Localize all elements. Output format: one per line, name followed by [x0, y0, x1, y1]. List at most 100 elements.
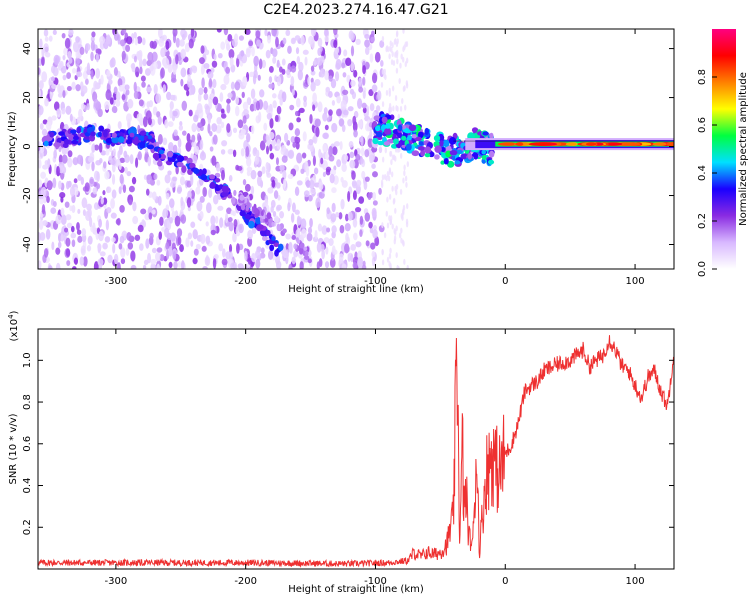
spectrogram-cell	[378, 187, 382, 195]
spectrogram-cell	[175, 54, 179, 65]
spectrogram-cell	[403, 164, 406, 171]
spectrogram-cell	[228, 244, 233, 253]
spectrogram-cell	[203, 63, 210, 69]
spectrogram-cell	[232, 127, 238, 134]
spectrogram-cell	[53, 142, 62, 148]
spectrogram-cell	[51, 241, 55, 251]
spectrogram-cell	[168, 245, 173, 257]
spectrogram-cell	[216, 29, 222, 33]
spectrogram-cell	[39, 231, 46, 241]
spectrogram-xtick-label: -300	[105, 276, 128, 287]
spectrogram-cell	[398, 78, 401, 85]
spectrogram-cell	[211, 123, 218, 132]
spectrogram-cell	[467, 152, 473, 160]
spectrogram-cell	[381, 248, 384, 255]
spectrogram-cell	[140, 208, 147, 215]
spectrogram-cell	[51, 115, 57, 121]
spectrogram-cell	[124, 166, 128, 174]
spectrogram-cell	[87, 156, 94, 163]
spectrogram-cell	[441, 152, 446, 158]
spectrogram-cell	[117, 136, 125, 143]
spectrogram-cell	[342, 89, 349, 95]
spectrogram-cell	[300, 228, 307, 239]
spectrogram-cell	[315, 197, 321, 209]
spectrogram-cell	[105, 219, 110, 231]
spectrogram-cell	[389, 247, 392, 254]
spectrogram-cell	[129, 132, 135, 138]
spectrogram-cell	[402, 204, 406, 211]
spectrogram-cell	[294, 136, 298, 144]
spectrogram-cell	[331, 100, 336, 106]
spectrogram-cell	[315, 126, 320, 138]
spectrogram-cell	[401, 97, 404, 104]
spectrogram-cell	[287, 45, 292, 55]
spectrogram-ytick-label: 20	[22, 91, 33, 104]
spectrogram-cell	[45, 228, 51, 240]
spectrogram-cell	[111, 237, 116, 243]
spectrogram-cell	[388, 90, 391, 97]
spectrogram-cell	[308, 139, 314, 146]
spectrogram-cell	[346, 76, 350, 83]
spectrogram-cell	[169, 94, 176, 101]
spectrogram-cell	[309, 143, 314, 153]
spectrogram-cell	[323, 29, 329, 37]
spectrogram-cell	[55, 262, 61, 269]
spectrogram-cell	[161, 35, 165, 41]
spectrogram-cell	[79, 256, 85, 266]
spectrogram-cell	[149, 40, 155, 49]
spectrogram-cell	[290, 37, 296, 45]
spectrogram-cell	[276, 105, 282, 115]
spectrogram-cell	[190, 190, 196, 199]
spectrogram-cell	[369, 154, 374, 164]
spectrogram-cell	[221, 140, 228, 147]
spectrogram-cell	[404, 41, 407, 48]
spectrogram-cell	[324, 35, 330, 43]
spectrogram-cell	[389, 106, 393, 113]
spectrogram-cell	[240, 147, 245, 157]
spectrogram-cell	[276, 138, 281, 150]
spectrogram-cell	[322, 143, 327, 153]
spectrogram-cell	[217, 205, 224, 211]
spectrogram-cell	[226, 207, 232, 215]
spectrogram-cell	[268, 217, 273, 224]
spectrogram-cell	[390, 171, 394, 178]
spectrogram-cell	[298, 61, 304, 72]
spectrogram-cell	[360, 135, 364, 147]
spectrogram-cell	[392, 198, 396, 205]
spectrogram-cell	[310, 81, 316, 92]
spectrogram-cell	[128, 199, 133, 206]
spectrogram-cell	[417, 131, 424, 139]
spectrogram-cell	[212, 96, 219, 106]
spectrogram-cell	[381, 101, 385, 108]
spectrogram-cell	[252, 73, 257, 85]
spectrogram-cell	[343, 109, 349, 116]
spectrogram-cell	[344, 243, 350, 254]
spectrogram-cell	[447, 160, 455, 168]
spectrogram-cell	[97, 49, 102, 55]
spectrogram-cell	[292, 141, 297, 148]
snr-frame	[37, 328, 675, 570]
spectrogram-cell	[127, 98, 134, 109]
spectrogram-cell	[295, 47, 300, 55]
spectrogram-cell	[76, 71, 83, 78]
spectrogram-cell	[148, 212, 153, 220]
colorbar-tick-label: 0.6	[697, 117, 708, 133]
spectrogram-cell	[205, 235, 211, 245]
spectrogram-cell	[53, 101, 60, 111]
spectrogram-cell	[42, 119, 48, 125]
spectrogram-cell	[406, 135, 413, 142]
spectrogram-cell	[218, 243, 224, 252]
spectrogram-cell	[216, 116, 222, 125]
spectrogram-cell	[392, 105, 395, 112]
spectrogram-cell	[41, 55, 45, 66]
spectrogram-cell	[225, 251, 231, 260]
spectrogram-cell	[220, 108, 225, 114]
spectrogram-cell	[44, 97, 49, 107]
spectrogram-cell	[73, 257, 78, 265]
spectrogram-cell	[304, 250, 309, 257]
spectrogram-cell	[281, 58, 286, 66]
spectrogram-cell	[328, 109, 333, 116]
spectrogram-cell	[193, 114, 199, 123]
spectrogram-cell	[369, 53, 374, 63]
spectrogram-cell	[255, 216, 261, 225]
